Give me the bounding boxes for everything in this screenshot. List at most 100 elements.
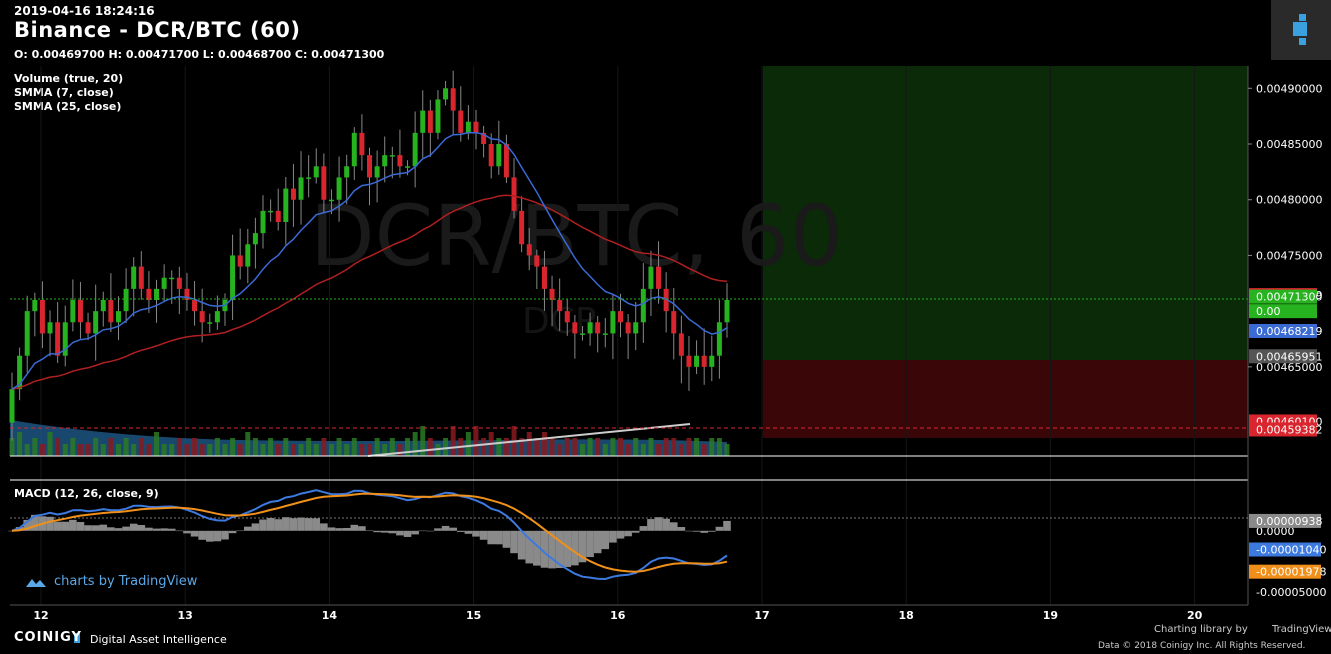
volume-bar	[359, 444, 365, 456]
candle-body	[534, 255, 540, 267]
macd-label[interactable]: MACD (12, 26, close, 9)	[14, 487, 159, 500]
macd-histogram-bar	[145, 527, 153, 531]
candle-body	[579, 333, 585, 335]
volume-bar	[534, 438, 540, 456]
macd-histogram-bar	[373, 530, 381, 533]
macd-histogram-bar	[380, 530, 389, 533]
macd-histogram-bar	[677, 527, 686, 531]
chart-title: Binance - DCR/BTC (60)	[14, 18, 301, 42]
candle-body	[108, 300, 114, 323]
price-label-text: 0.00465951	[1256, 350, 1322, 363]
macd-histogram-bar	[259, 519, 267, 531]
macd-histogram-bar	[692, 530, 701, 532]
candle-body	[435, 99, 441, 133]
volume-bar	[496, 438, 502, 456]
candle-body	[450, 88, 456, 111]
price-label-text: 0.00468219	[1256, 325, 1322, 338]
volume-bar	[47, 432, 53, 456]
tradingview-watermark[interactable]: charts by TradingView	[24, 574, 197, 589]
macd-histogram-bar	[434, 528, 442, 531]
macd-histogram-bar	[525, 530, 534, 564]
macd-value-label: 0.00000938	[1249, 513, 1322, 528]
macd-histogram-bar	[320, 523, 328, 531]
y-tick-label: 0.00485000	[1256, 138, 1322, 151]
volume-bar	[138, 438, 144, 456]
candle-body	[701, 355, 707, 367]
volume-bar	[321, 438, 327, 456]
macd-histogram-bar	[533, 530, 541, 566]
macd-value-label-text: -0.00001978	[1256, 566, 1326, 579]
macd-histogram-bar	[502, 530, 511, 548]
macd-histogram-bar	[563, 530, 572, 567]
volume-bar	[610, 438, 616, 456]
candle-body	[252, 233, 258, 245]
x-tick-label: 19	[1043, 609, 1058, 622]
volume-bar	[313, 444, 319, 456]
macd-histogram-bar	[662, 518, 670, 531]
candle-body	[199, 311, 205, 323]
trend-line	[367, 423, 691, 457]
macd-histogram-bar	[289, 518, 298, 531]
candle-body	[625, 322, 631, 334]
candle-body	[62, 322, 68, 356]
candle-body	[671, 311, 677, 334]
volume-bar	[405, 438, 411, 456]
macd-histogram-bar	[266, 517, 275, 531]
indicator-smma7[interactable]: SMMA (7, close)	[14, 86, 114, 99]
macd-histogram-bar	[205, 530, 214, 542]
candle-body	[633, 322, 639, 334]
macd-histogram-bar	[441, 525, 450, 531]
candle-body	[47, 322, 53, 334]
macd-histogram-bar	[137, 524, 146, 531]
macd-histogram-bar	[335, 528, 343, 531]
candle-body	[32, 300, 38, 312]
volume-bar	[17, 432, 23, 456]
macd-histogram-bar	[411, 530, 419, 535]
volume-bar	[154, 432, 160, 456]
candle-body	[656, 266, 662, 289]
volume-bar	[214, 438, 220, 456]
volume-bar	[724, 444, 730, 456]
tradingview-credit[interactable]: TradingView	[1250, 624, 1331, 635]
candle-body	[123, 288, 129, 312]
macd-histogram-bar	[388, 530, 397, 534]
macd-histogram-bar	[647, 519, 655, 531]
candle-body	[260, 210, 266, 234]
macd-histogram-bar	[555, 530, 564, 569]
macd-histogram-bar	[654, 517, 663, 531]
candle-body	[511, 177, 517, 211]
candle-body	[321, 166, 327, 200]
candle-body	[458, 110, 464, 133]
x-tick-label: 14	[322, 609, 338, 622]
symbol-watermark: DCR/BTC, 60	[310, 187, 843, 285]
price-chart[interactable]: DCR/BTC, 60 DCR 0.004900000.004850000.00…	[0, 0, 1331, 622]
price-label-bg	[1249, 304, 1317, 319]
y-tick-label: 0.00465000	[1256, 361, 1322, 374]
macd-histogram-bar	[190, 530, 199, 537]
signal-line	[11, 492, 728, 573]
volume-bar	[77, 444, 83, 456]
macd-histogram-bar	[152, 528, 161, 531]
candle-body	[328, 199, 334, 202]
volume-bar	[351, 438, 357, 456]
volume-bar	[237, 444, 243, 456]
macd-histogram-bar	[175, 530, 184, 532]
macd-histogram-bar	[540, 530, 549, 568]
volume-bar	[108, 438, 114, 456]
candle-body	[694, 355, 700, 367]
footer-brand[interactable]: COINIGY	[14, 630, 82, 645]
coinigy-logo[interactable]	[1271, 0, 1331, 60]
macd-value-label-text: 0.00000938	[1256, 515, 1322, 528]
candle-body	[465, 121, 471, 133]
macd-histogram-bar	[365, 530, 374, 531]
data-credit: Data © 2018 Coinigy Inc. All Rights Rese…	[1098, 641, 1306, 651]
volume-bar	[184, 444, 190, 456]
price-label-text: 0.00471300	[1256, 291, 1322, 304]
volume-bar	[656, 444, 662, 456]
candle-body	[389, 155, 395, 157]
volume-bar	[625, 444, 631, 456]
volume-bar	[131, 444, 137, 456]
candle-body	[678, 333, 684, 356]
candle-body	[115, 311, 121, 323]
candle-body	[367, 155, 372, 178]
